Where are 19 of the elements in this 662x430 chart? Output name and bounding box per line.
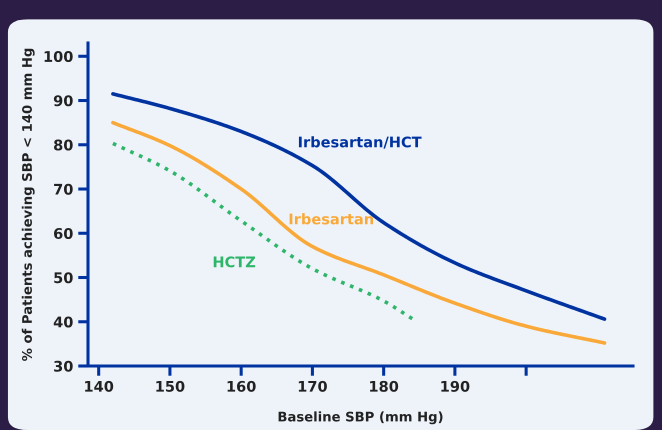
y-tick-label: 80 — [54, 139, 73, 151]
x-tick-label: 170 — [298, 380, 327, 392]
x-tick-label: 180 — [370, 380, 398, 392]
y-tick-label: 50 — [54, 272, 73, 284]
y-tick-label: 30 — [54, 360, 73, 372]
y-tick-label: 100 — [44, 50, 73, 62]
x-tick-label: 150 — [156, 380, 184, 392]
y-tick-label: 40 — [54, 316, 73, 328]
x-tick-label: 190 — [441, 380, 470, 392]
x-tick-label: 140 — [85, 380, 114, 392]
y-tick-label: 90 — [54, 95, 73, 106]
y-tick-label: 70 — [54, 184, 73, 195]
x-axis-title: Baseline SBP (mm Hg) — [278, 411, 442, 424]
series-label: HCTZ — [214, 256, 256, 268]
y-axis-title: % of Patients achieving SBP < 140 mm Hg — [22, 48, 35, 361]
series-label: Irbesartan — [290, 213, 374, 224]
series-label: Irbesartan/HCT — [298, 136, 422, 149]
y-tick-label: 60 — [54, 228, 73, 240]
x-tick-label: 160 — [228, 380, 256, 392]
